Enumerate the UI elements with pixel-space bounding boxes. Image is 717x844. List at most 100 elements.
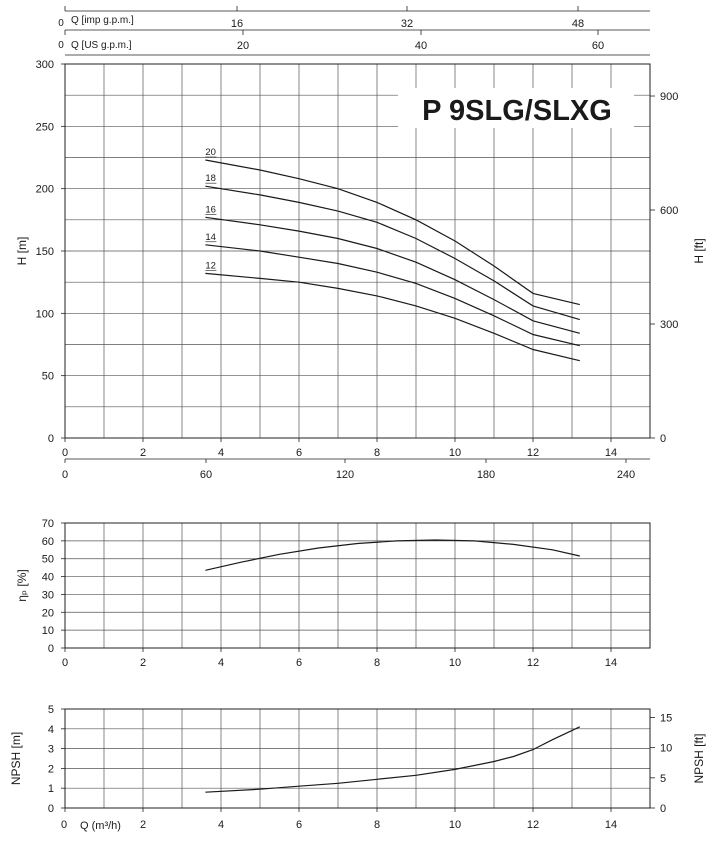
head-curve-label: 18 xyxy=(205,173,216,184)
efficiency-xtick-label: 2 xyxy=(140,657,146,669)
npsh-xtick-label: 2 xyxy=(140,819,146,831)
npsh-frame xyxy=(64,708,651,809)
efficiency-xtick-label: 8 xyxy=(374,657,380,669)
efficiency-ytick-label: 70 xyxy=(42,518,54,530)
head-xtick-label: 10 xyxy=(449,447,461,459)
head-ytick-label: 200 xyxy=(36,184,54,196)
chart-title: P 9SLG/SLXG xyxy=(422,95,612,127)
npsh-xtick-label: 4 xyxy=(218,819,224,831)
head-curve-label: 14 xyxy=(205,232,216,243)
lpm-tick-60: 60 xyxy=(200,469,212,481)
head-ytick-label: 50 xyxy=(42,371,54,383)
grid-layer xyxy=(64,63,651,809)
lpm-tick-180: 180 xyxy=(477,469,495,481)
head-ytick-label: 250 xyxy=(36,121,54,133)
q-axis-label: Q (m³/h) xyxy=(80,820,121,832)
efficiency-ylabel: ηₚ [%] xyxy=(15,569,29,601)
head-xtick-label: 4 xyxy=(218,447,224,459)
head-xtick-label: 12 xyxy=(527,447,539,459)
lpm-axis: 0 60 120 180 240 xyxy=(62,458,650,481)
efficiency-ytick-label: 50 xyxy=(42,554,54,566)
efficiency-xtick-label: 0 xyxy=(62,657,68,669)
head-xtick-label: 8 xyxy=(374,447,380,459)
npsh-ylabel: NPSH [m] xyxy=(9,732,23,785)
head-ytick-label: 0 xyxy=(48,433,54,445)
imp-origin-label: 0 xyxy=(58,18,64,29)
head-curve-20 xyxy=(205,159,580,306)
npsh-xtick-label: 6 xyxy=(296,819,302,831)
plots-layer: 0 2 4 6 8 10 12 140501001502002503000300600900H… xyxy=(9,6,706,831)
efficiency-ytick-label: 20 xyxy=(42,607,54,619)
head-curve-16 xyxy=(205,216,580,334)
efficiency-xtick-label: 6 xyxy=(296,657,302,669)
head-curve-14 xyxy=(205,244,580,347)
head-curve-18 xyxy=(205,185,580,321)
head-ytick-right-label: 900 xyxy=(660,91,678,103)
efficiency-ytick-label: 10 xyxy=(42,625,54,637)
npsh-xtick-label: 8 xyxy=(374,819,380,831)
us-tick-20: 20 xyxy=(237,40,249,52)
us-axis-label: Q [US g.p.m.] xyxy=(71,40,132,51)
lpm-tick-120: 120 xyxy=(336,469,354,481)
npsh-ytick-right-label: 15 xyxy=(660,712,672,724)
head-xtick-label: 14 xyxy=(605,447,617,459)
head-ytick-label: 300 xyxy=(36,59,54,71)
title-box: P 9SLG/SLXG xyxy=(398,88,634,128)
npsh-xtick-label: 12 xyxy=(527,819,539,831)
efficiency-ytick-label: 40 xyxy=(42,572,54,584)
head-panel: 0 2 4 6 8 10 12 14 0 50 100 150 200 250 300 0 300 600 900 H… xyxy=(15,59,706,459)
head-curve-label: 16 xyxy=(205,204,216,215)
head-curve-label: 20 xyxy=(205,147,216,158)
head-ytick-right-label: 0 xyxy=(660,433,666,445)
lpm-tick-0: 0 xyxy=(62,469,68,481)
imp-axis-label: Q [imp g.p.m.] xyxy=(71,15,134,26)
imp-tick-16: 16 xyxy=(231,18,243,30)
efficiency-curve-0 xyxy=(205,539,580,571)
npsh-ytick-label: 0 xyxy=(48,803,54,815)
efficiency-ytick-label: 60 xyxy=(42,536,54,548)
head-ytick-right-label: 600 xyxy=(660,205,678,217)
npsh-ytick-label: 3 xyxy=(48,744,54,756)
us-tick-40: 40 xyxy=(415,40,427,52)
us-tick-60: 60 xyxy=(592,40,604,52)
head-curve-label: 12 xyxy=(205,260,216,271)
title-background xyxy=(398,88,634,128)
efficiency-xtick-label: 4 xyxy=(218,657,224,669)
npsh-ytick-label: 5 xyxy=(48,704,54,716)
npsh-curve-0 xyxy=(205,726,581,793)
efficiency-xtick-label: 10 xyxy=(449,657,461,669)
efficiency-ytick-label: 0 xyxy=(48,643,54,655)
head-ylabel-right: H [ft] xyxy=(692,238,706,263)
head-xtick-label: 0 xyxy=(62,447,68,459)
head-ylabel: H [m] xyxy=(15,237,29,266)
npsh-ytick-right-label: 5 xyxy=(660,773,666,785)
efficiency-xtick-label: 12 xyxy=(527,657,539,669)
us-origin-label: 0 xyxy=(58,40,64,51)
top-axes: 0 Q [imp g.p.m.] 16 32 48 0 Q [US g.p.m.… xyxy=(58,10,650,56)
npsh-ytick-label: 2 xyxy=(48,763,54,775)
npsh-xtick-label: 14 xyxy=(605,819,617,831)
head-ytick-label: 100 xyxy=(36,308,54,320)
efficiency-panel: 0 2 4 6 8 10 12 14 0 10 20 30 40 50 60 70 ηₚ [%] xyxy=(15,518,617,669)
imp-tick-48: 48 xyxy=(572,18,584,30)
head-curve-12 xyxy=(205,272,580,362)
npsh-ytick-label: 1 xyxy=(48,783,54,795)
npsh-xtick-label: 10 xyxy=(449,819,461,831)
npsh-xtick-label: 0 xyxy=(61,819,67,831)
head-ytick-right-label: 300 xyxy=(660,319,678,331)
npsh-ytick-right-label: 0 xyxy=(660,803,666,815)
lpm-tick-240: 240 xyxy=(617,469,635,481)
imp-tick-32: 32 xyxy=(401,18,413,30)
efficiency-frame xyxy=(64,522,651,649)
npsh-ytick-label: 4 xyxy=(48,724,54,736)
efficiency-xtick-label: 14 xyxy=(605,657,617,669)
head-xtick-label: 6 xyxy=(296,447,302,459)
npsh-ylabel-right: NPSH [ft] xyxy=(692,733,706,783)
head-ytick-label: 150 xyxy=(36,246,54,258)
efficiency-ytick-label: 30 xyxy=(42,589,54,601)
npsh-ytick-right-label: 10 xyxy=(660,743,672,755)
head-xtick-label: 2 xyxy=(140,447,146,459)
